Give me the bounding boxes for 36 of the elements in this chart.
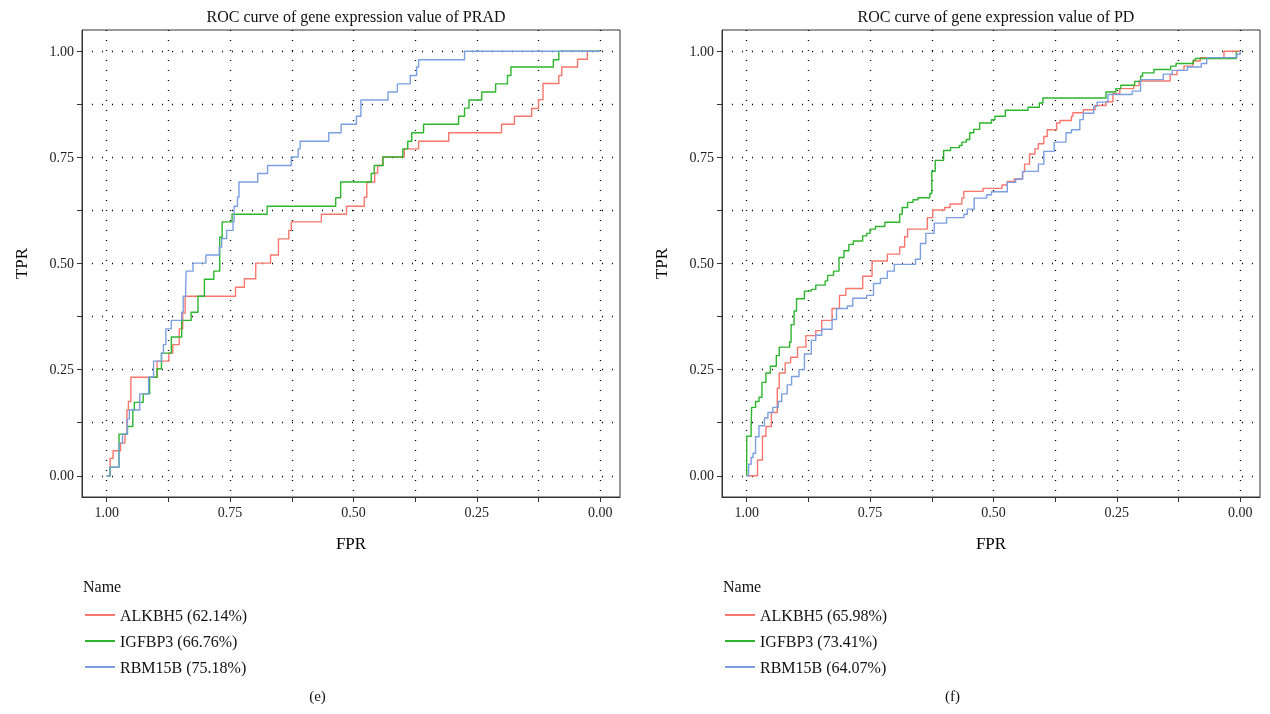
x-tick-label: 0.75 (217, 504, 243, 520)
legend-label: ALKBH5 (62.14%) (120, 606, 248, 625)
legend-label: ALKBH5 (65.98%) (760, 606, 888, 625)
y-tick-label: 0.75 (49, 149, 74, 165)
chart-title: ROC curve of gene expression value of PRAD (206, 7, 506, 26)
legend-title: Name (83, 577, 122, 595)
x-axis-title: FPR (335, 534, 367, 553)
x-tick-label: 0.25 (464, 504, 490, 520)
chart-title: ROC curve of gene expression value of PD (857, 7, 1135, 26)
x-tick-label: 0.75 (857, 504, 883, 520)
y-tick-label: 0.50 (49, 256, 74, 271)
text: (e) (309, 687, 326, 705)
x-tick-label: 0.50 (341, 504, 366, 520)
x-tick-label: 1.00 (734, 504, 759, 520)
x-tick-label: 0.00 (588, 504, 613, 520)
x-tick-label: 1.00 (94, 504, 119, 520)
y-tick-label: 0.00 (689, 468, 714, 484)
legend-label: RBM15B (75.18%) (120, 658, 247, 677)
legend-label: IGFBP3 (66.76%) (120, 632, 238, 651)
y-tick-label: 0.25 (689, 362, 714, 378)
text: (f) (945, 687, 961, 705)
y-axis-title: TPR (12, 247, 31, 280)
x-tick-label: 0.25 (1104, 504, 1130, 520)
x-tick-label: 0.00 (1228, 504, 1253, 520)
y-tick-label: 0.75 (689, 149, 714, 165)
x-tick-label: 0.50 (981, 504, 1006, 520)
y-tick-label: 0.25 (49, 362, 74, 378)
y-tick-label: 0.50 (689, 256, 714, 271)
y-tick-label: 0.00 (49, 468, 74, 484)
x-axis-title: FPR (975, 534, 1007, 553)
legend-label: RBM15B (64.07%) (760, 658, 887, 677)
y-tick-label: 1.00 (49, 43, 74, 59)
y-tick-label: 1.00 (689, 43, 714, 59)
y-axis-title: TPR (652, 247, 671, 280)
legend-title: Name (723, 577, 762, 595)
legend-label: IGFBP3 (73.41%) (760, 632, 878, 651)
